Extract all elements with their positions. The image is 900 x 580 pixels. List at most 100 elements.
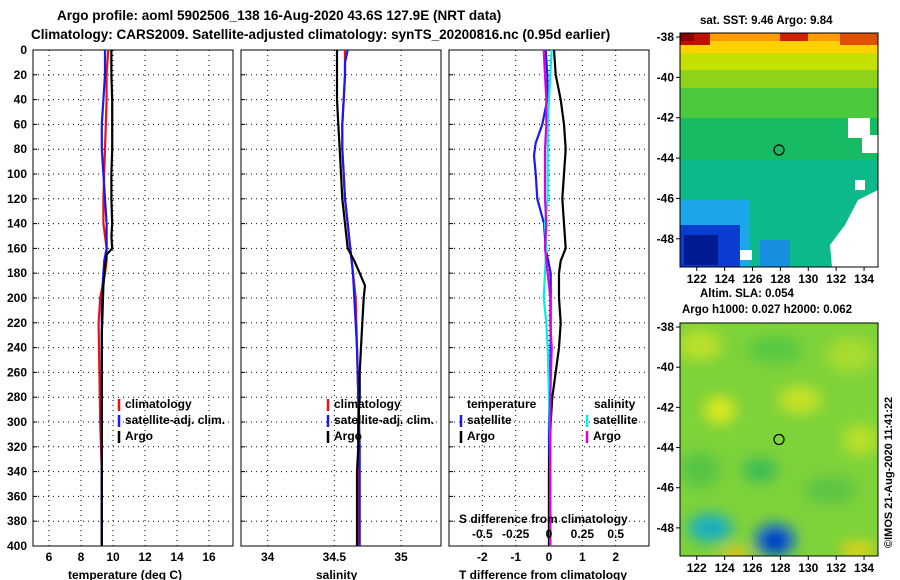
salinity-legend: climatology satellite-adj. clim. Argo bbox=[326, 397, 434, 443]
sst-mask-cloud-1 bbox=[848, 118, 870, 138]
map-x-tick-label: 130 bbox=[798, 272, 818, 286]
sst-heatmap bbox=[680, 33, 878, 267]
x-tick-label: 8 bbox=[78, 550, 85, 564]
sla-blob-10 bbox=[688, 514, 732, 542]
depth-tick-label: 260 bbox=[7, 365, 27, 379]
sla-blob-12 bbox=[766, 534, 784, 550]
t-difference-axis-label: T difference from climatology bbox=[459, 568, 627, 580]
depth-tick-label: 0 bbox=[20, 43, 27, 57]
salinity-series bbox=[335, 49, 367, 546]
map-y-tick-label: -42 bbox=[657, 400, 675, 414]
map-x-tick-label: 128 bbox=[770, 272, 790, 286]
sla-blob-5 bbox=[778, 386, 822, 414]
x-tick-label: 34.5 bbox=[323, 550, 347, 564]
depth-tick-label: 20 bbox=[14, 68, 28, 82]
map-y-tick-label: -48 bbox=[657, 232, 675, 246]
sla-blob-6 bbox=[842, 424, 878, 456]
depth-tick-label: 200 bbox=[7, 291, 27, 305]
legend-label-argo: Argo bbox=[334, 429, 362, 443]
salinity-grid bbox=[241, 49, 441, 547]
sla-blob-7 bbox=[680, 452, 720, 488]
sla-blobs bbox=[680, 329, 878, 556]
depth-tick-label: 380 bbox=[7, 514, 27, 528]
map-y-tick-label: -46 bbox=[657, 481, 675, 495]
sst-patch-blue-south bbox=[760, 240, 790, 267]
sst-map-title: sat. SST: 9.46 Argo: 9.84 bbox=[700, 15, 833, 27]
depth-tick-label: 120 bbox=[7, 192, 27, 206]
salinity-panel: 34 34.5 35 salinity climatology satellite-… bbox=[240, 49, 442, 580]
x-tick-label: 35 bbox=[394, 550, 408, 564]
sla-map-panel: Altim. SLA: 0.054 Argo h1000: 0.027 h200… bbox=[657, 288, 879, 575]
map-x-tick-label: 128 bbox=[770, 561, 790, 575]
map-y-tick-label: -48 bbox=[657, 521, 675, 535]
sst-mask-cloud-4 bbox=[740, 250, 752, 260]
x-tick-label: 16 bbox=[202, 550, 216, 564]
legend-label-temp-satellite: satellite bbox=[467, 413, 512, 427]
map-x-tick-label: 132 bbox=[826, 272, 846, 286]
legend-label-satellite-adj: satellite-adj. clim. bbox=[125, 413, 225, 427]
depth-tick-label: 320 bbox=[7, 440, 27, 454]
x-tick-label: 12 bbox=[138, 550, 152, 564]
sla-argo-location-marker bbox=[773, 433, 785, 446]
map-x-tick-label: 132 bbox=[826, 561, 846, 575]
sst-band-green bbox=[680, 88, 878, 120]
sst-mask-cloud-3 bbox=[855, 180, 865, 190]
depth-tick-label: 300 bbox=[7, 415, 27, 429]
map-x-tick-label: 126 bbox=[742, 272, 762, 286]
sst-band-warm-orange bbox=[680, 33, 878, 41]
sla-blob-1 bbox=[680, 329, 722, 361]
map-y-tick-label: -40 bbox=[657, 360, 675, 374]
x-tick-label: 0 bbox=[546, 550, 553, 564]
x-tick-label: -2 bbox=[477, 550, 488, 564]
map-y-tick-label: -42 bbox=[657, 111, 675, 125]
sla-blob-3 bbox=[826, 337, 874, 373]
sst-band-yellow-green bbox=[680, 53, 878, 75]
x-tick-label: 6 bbox=[46, 550, 53, 564]
sst-patch-hot-center bbox=[780, 33, 808, 41]
series-line-salinity-argo bbox=[542, 49, 553, 546]
figure-title-line1: Argo profile: aoml 5902506_138 16-Aug-20… bbox=[57, 8, 501, 23]
map-x-tick-label: 126 bbox=[742, 561, 762, 575]
sla-blob-13 bbox=[721, 548, 749, 556]
depth-tick-label: 240 bbox=[7, 341, 27, 355]
imos-credit: ©IMOS 21-Aug-2020 11:41:22 bbox=[883, 397, 895, 548]
depth-tick-label: 400 bbox=[7, 539, 27, 553]
salinity-difference-ticks: -0.5 -0.25 0 0.25 0.5 bbox=[472, 527, 624, 541]
sla-blob-4 bbox=[704, 396, 736, 424]
salinity-x-ticks: 34 34.5 35 bbox=[261, 550, 408, 564]
x-tick-label: 2 bbox=[612, 550, 619, 564]
temperature-x-ticks: 6 8 10 12 14 16 bbox=[46, 550, 216, 564]
sla-map-frame bbox=[679, 322, 879, 557]
map-y-tick-label: -44 bbox=[657, 151, 675, 165]
sst-patch-hottest bbox=[680, 33, 694, 41]
depth-tick-label: 180 bbox=[7, 266, 27, 280]
x-tick-label: 34 bbox=[261, 550, 275, 564]
temperature-panel: 6 8 10 12 14 16 0 20 40 60 80 100 120 140 160 180 200 22… bbox=[7, 43, 234, 580]
sst-mask-southeast bbox=[830, 190, 878, 267]
depth-tick-label: 220 bbox=[7, 316, 27, 330]
sst-patch-deep-blue bbox=[684, 235, 718, 265]
map-x-tick-label: 124 bbox=[715, 272, 735, 286]
map-y-tick-label: -38 bbox=[657, 30, 675, 44]
legend-label-sal-satellite: satellite bbox=[593, 413, 638, 427]
map-x-tick-label: 134 bbox=[854, 272, 874, 286]
legend-label-argo: Argo bbox=[125, 429, 153, 443]
s-diff-tick-label: -0.5 bbox=[472, 527, 493, 541]
sst-mask-cloud-2 bbox=[862, 135, 878, 153]
depth-tick-label: 80 bbox=[14, 142, 28, 156]
depth-tick-label: 280 bbox=[7, 390, 27, 404]
sla-blob-9 bbox=[804, 476, 856, 504]
difference-series bbox=[532, 49, 567, 546]
depth-tick-label: 60 bbox=[14, 117, 28, 131]
salinity-axis-label: salinity bbox=[316, 568, 358, 580]
x-tick-label: 14 bbox=[170, 550, 184, 564]
map-x-tick-label: 122 bbox=[687, 272, 707, 286]
s-diff-tick-label: 0.25 bbox=[571, 527, 595, 541]
legend-title-salinity: salinity bbox=[594, 397, 636, 411]
temperature-legend: climatology satellite-adj. clim. Argo bbox=[117, 397, 225, 443]
sla-blob-2 bbox=[747, 336, 803, 364]
legend-label-satellite-adj: satellite-adj. clim. bbox=[334, 413, 434, 427]
sla-map-ticks: 122 124 126 128 130 132 134 -38 -40 -42 -44 -46 -48 bbox=[657, 320, 875, 575]
difference-x-ticks: -2 -1 0 1 2 bbox=[477, 550, 619, 564]
